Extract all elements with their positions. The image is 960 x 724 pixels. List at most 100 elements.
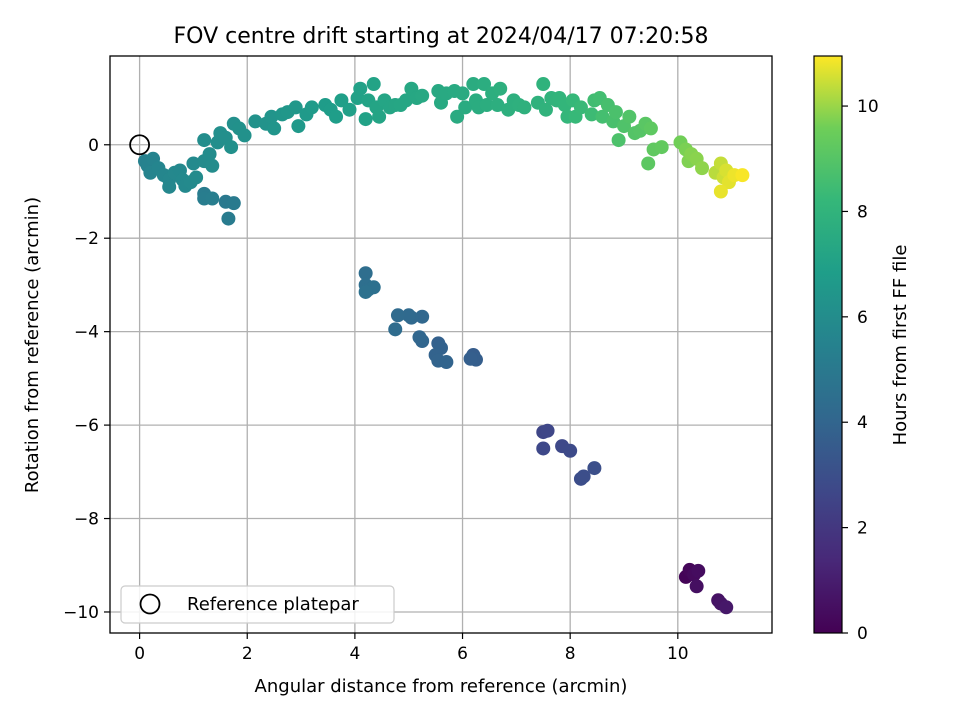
data-point bbox=[401, 308, 416, 323]
x-tick-label: 2 bbox=[242, 644, 253, 664]
y-tick-label: −10 bbox=[63, 603, 99, 623]
y-tick-label: −4 bbox=[74, 323, 99, 343]
data-point bbox=[573, 100, 588, 115]
data-point bbox=[458, 100, 473, 115]
data-point bbox=[463, 351, 478, 366]
data-points bbox=[137, 77, 750, 615]
x-tick-label: 10 bbox=[667, 644, 689, 664]
data-point bbox=[689, 579, 704, 594]
data-point bbox=[490, 98, 505, 113]
data-point bbox=[587, 461, 602, 476]
data-point bbox=[412, 330, 427, 345]
data-point bbox=[622, 109, 637, 124]
data-point bbox=[517, 100, 532, 115]
grid bbox=[110, 56, 772, 633]
legend-marker-icon bbox=[139, 593, 161, 615]
colorbar-tick-label: 8 bbox=[857, 202, 868, 222]
x-tick-label: 6 bbox=[457, 644, 468, 664]
data-point bbox=[611, 133, 626, 148]
colorbar: 0 2 4 6 8 10 Hours from first FF file bbox=[813, 55, 911, 644]
data-point bbox=[304, 100, 319, 115]
data-point bbox=[538, 102, 553, 117]
data-point bbox=[248, 114, 263, 129]
data-point bbox=[439, 355, 454, 370]
reference-platepar-marker bbox=[129, 134, 151, 156]
data-point bbox=[226, 196, 241, 211]
data-point bbox=[224, 140, 239, 155]
colorbar-ticks: 0 2 4 6 8 10 bbox=[842, 97, 879, 644]
data-point bbox=[735, 168, 750, 183]
data-point bbox=[388, 322, 403, 337]
data-point bbox=[329, 109, 344, 124]
data-point bbox=[641, 156, 656, 171]
data-point bbox=[479, 98, 494, 113]
data-point bbox=[695, 161, 710, 176]
data-point bbox=[455, 86, 470, 101]
x-axis-ticks: 0 2 4 6 8 10 bbox=[134, 633, 689, 664]
data-point bbox=[713, 184, 728, 199]
colorbar-tick-label: 10 bbox=[857, 97, 879, 117]
x-tick-label: 0 bbox=[134, 644, 145, 664]
data-point bbox=[288, 100, 303, 115]
data-point bbox=[595, 109, 610, 124]
colorbar-gradient bbox=[813, 55, 843, 634]
data-point bbox=[202, 147, 217, 162]
data-point bbox=[576, 469, 591, 484]
chart-title: FOV centre drift starting at 2024/04/17 … bbox=[174, 24, 709, 49]
data-point bbox=[477, 77, 492, 92]
data-point bbox=[205, 191, 220, 206]
y-axis-label: Rotation from reference (arcmin) bbox=[22, 197, 43, 493]
data-point bbox=[189, 170, 204, 185]
data-point bbox=[334, 93, 349, 108]
y-tick-label: −8 bbox=[74, 510, 99, 530]
data-point bbox=[584, 107, 599, 122]
data-point bbox=[205, 158, 220, 173]
colorbar-tick-label: 0 bbox=[857, 624, 868, 644]
data-point bbox=[691, 563, 706, 578]
y-tick-label: 0 bbox=[88, 136, 99, 156]
colorbar-label: Hours from first FF file bbox=[890, 245, 911, 446]
x-tick-label: 4 bbox=[349, 644, 360, 664]
data-point bbox=[264, 109, 279, 124]
data-point bbox=[608, 105, 623, 120]
data-point bbox=[366, 77, 381, 92]
data-point bbox=[493, 81, 508, 96]
data-point bbox=[390, 308, 405, 323]
legend-label: Reference platepar bbox=[187, 594, 359, 615]
data-point bbox=[197, 133, 212, 148]
data-point bbox=[267, 121, 282, 136]
data-point bbox=[186, 156, 201, 171]
data-point bbox=[415, 88, 430, 103]
data-point bbox=[358, 284, 373, 299]
data-point bbox=[563, 443, 578, 458]
data-point bbox=[358, 112, 373, 127]
data-point bbox=[291, 119, 306, 134]
plot-frame bbox=[109, 55, 773, 634]
data-point bbox=[353, 81, 368, 96]
y-tick-label: −6 bbox=[74, 416, 99, 436]
x-tick-label: 8 bbox=[565, 644, 576, 664]
data-point bbox=[162, 179, 177, 194]
data-point bbox=[654, 140, 669, 155]
data-point bbox=[450, 109, 465, 124]
data-point bbox=[399, 93, 414, 108]
colorbar-tick-label: 4 bbox=[857, 413, 868, 433]
data-point bbox=[540, 423, 555, 438]
data-point bbox=[466, 77, 481, 92]
colorbar-tick-label: 2 bbox=[857, 519, 868, 539]
data-point bbox=[415, 309, 430, 324]
legend: Reference platepar bbox=[120, 585, 395, 624]
data-point bbox=[342, 102, 357, 117]
legend-box bbox=[120, 585, 395, 624]
data-point bbox=[719, 600, 734, 615]
colorbar-tick-label: 6 bbox=[857, 308, 868, 328]
data-point bbox=[237, 128, 252, 143]
data-point bbox=[536, 77, 551, 92]
data-point bbox=[221, 211, 236, 226]
y-axis-ticks: 0 −2 −4 −6 −8 −10 bbox=[63, 136, 110, 623]
y-tick-label: −2 bbox=[74, 229, 99, 249]
data-point bbox=[536, 441, 551, 456]
x-axis-label: Angular distance from reference (arcmin) bbox=[255, 676, 628, 697]
data-point bbox=[372, 109, 387, 124]
